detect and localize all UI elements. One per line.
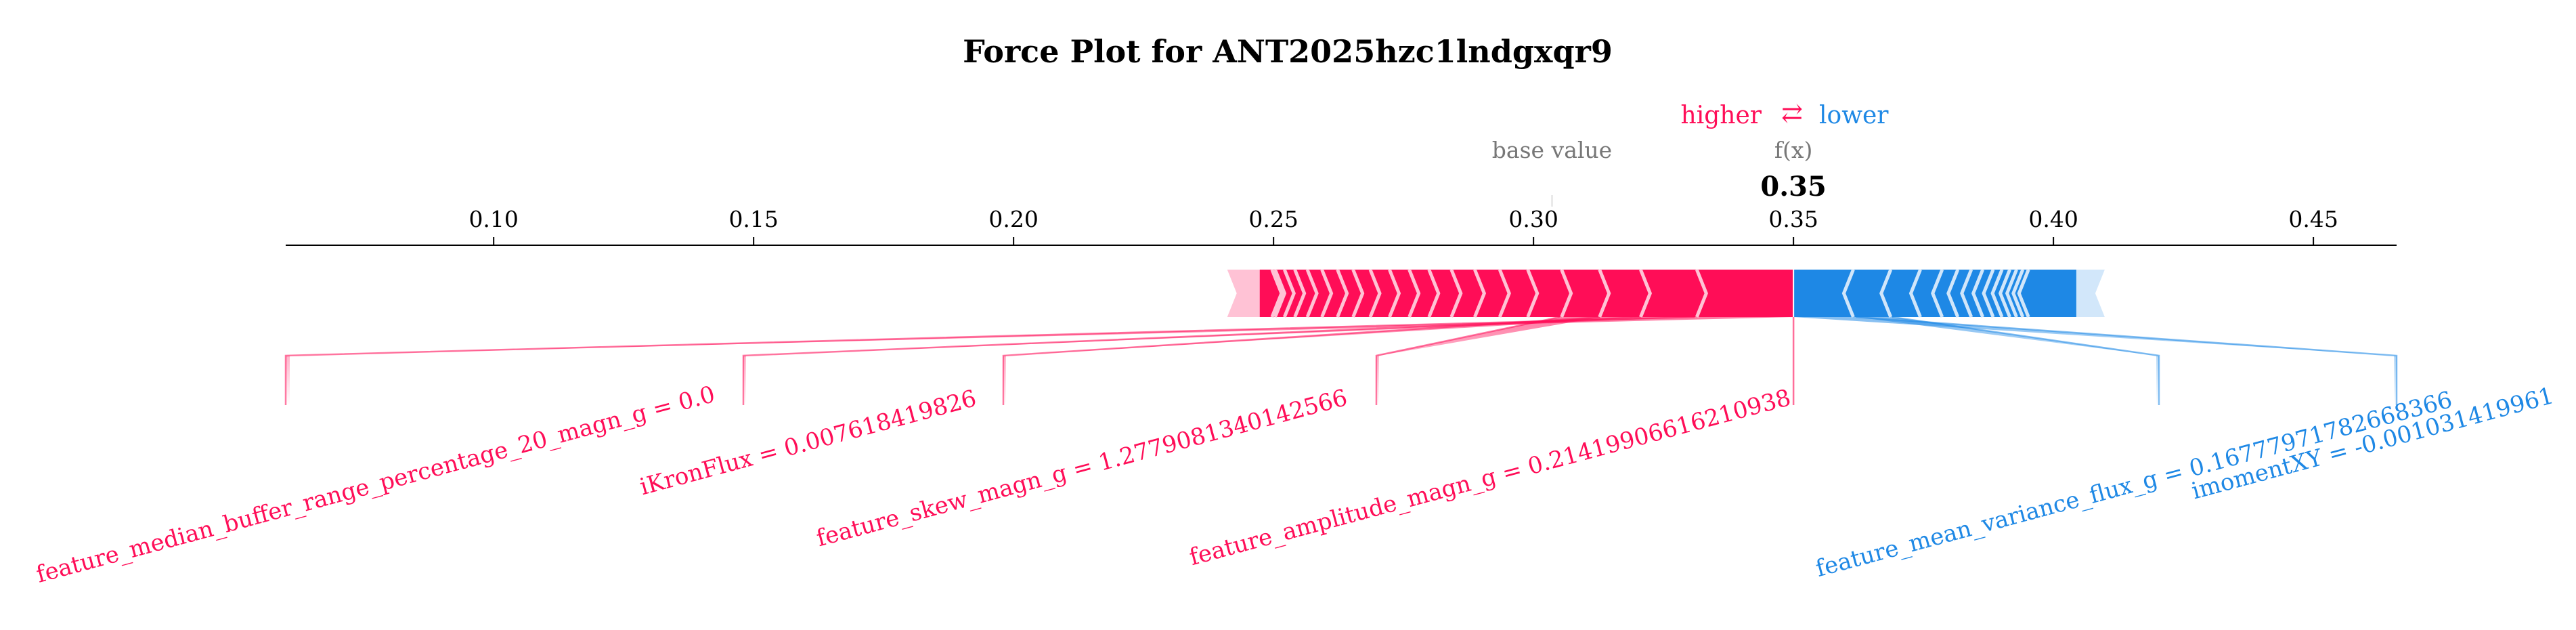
positive-bar-tail xyxy=(1227,270,1269,317)
x-tick-label-3: 0.25 xyxy=(1248,206,1298,232)
x-tick-label-2: 0.20 xyxy=(988,206,1038,232)
positive-divider-4 xyxy=(1305,269,1319,318)
legend: higher ⇄ lower xyxy=(1681,98,1890,129)
positive-divider-18 xyxy=(1639,269,1653,318)
base-value-label: base value xyxy=(1492,137,1612,163)
x-tick-label-7: 0.45 xyxy=(2288,206,2338,232)
connector-line-pos-1 xyxy=(742,316,1643,405)
positive-divider-0 xyxy=(1270,269,1284,318)
positive-divider-8 xyxy=(1368,269,1382,318)
positive-divider-15 xyxy=(1526,269,1540,318)
positive-divider-10 xyxy=(1407,269,1421,318)
positive-divider-2 xyxy=(1282,269,1296,318)
negative-divider-4 xyxy=(1946,269,1960,318)
feature-connectors xyxy=(284,316,2398,405)
connector-fill-neg-1 xyxy=(1856,317,2159,405)
positive-divider-14 xyxy=(1498,269,1511,318)
negative-divider-2 xyxy=(1908,269,1922,318)
force-bars xyxy=(1227,269,2105,318)
connector-fill-neg-0 xyxy=(1793,317,2397,405)
feature-labels: feature_median_buffer_range_percentage_2… xyxy=(33,381,2556,589)
output-label: f(x) xyxy=(1774,137,1813,163)
negative-divider-10 xyxy=(2005,269,2018,318)
connector-line-neg-0 xyxy=(1856,316,2398,405)
connector-line-pos-3 xyxy=(1375,316,1560,405)
positive-divider-12 xyxy=(1449,269,1463,318)
output-value: 0.35 xyxy=(1760,171,1826,203)
positive-divider-16 xyxy=(1560,269,1573,318)
positive-divider-6 xyxy=(1336,269,1349,318)
negative-divider-7 xyxy=(1982,269,1995,318)
connector-fill-pos-3 xyxy=(1376,317,1601,405)
positive-divider-11 xyxy=(1427,269,1441,318)
x-tick-label-5: 0.35 xyxy=(1768,206,1818,232)
x-tick-label-6: 0.40 xyxy=(2028,206,2078,232)
positive-divider-3 xyxy=(1293,269,1307,318)
legend-higher-label: higher xyxy=(1681,102,1762,129)
legend-lower-label: lower xyxy=(1819,102,1889,129)
negative-divider-8 xyxy=(1990,269,2004,318)
feature-label-pos-0: feature_median_buffer_range_percentage_2… xyxy=(33,381,718,589)
negative-divider-11 xyxy=(2011,269,2025,318)
connector-line-pos-2 xyxy=(1002,316,1602,405)
negative-divider-12 xyxy=(2017,269,2030,318)
positive-divider-17 xyxy=(1598,269,1611,318)
legend-arrow-icon: ⇄ xyxy=(1781,98,1803,128)
positive-divider-9 xyxy=(1388,269,1401,318)
negative-divider-1 xyxy=(1879,269,1893,318)
negative-divider-9 xyxy=(1998,269,2011,318)
x-tick-label-1: 0.15 xyxy=(728,206,778,232)
negative-bar xyxy=(1793,270,2076,317)
feature-label-neg-0: feature_mean_variance_flux_g = 0.1677797… xyxy=(1813,386,2455,583)
positive-divider-1 xyxy=(1273,269,1287,318)
positive-divider-7 xyxy=(1351,269,1365,318)
x-tick-label-4: 0.30 xyxy=(1508,206,1558,232)
x-tick-label-0: 0.10 xyxy=(468,206,518,232)
negative-divider-0 xyxy=(1841,269,1855,318)
connector-fill-pos-0 xyxy=(286,317,1794,405)
positive-divider-13 xyxy=(1473,269,1487,318)
x-axis: 0.10 0.15 0.20 0.25 0.30 0.35 0.40 0.45 xyxy=(286,206,2397,246)
negative-divider-6 xyxy=(1971,269,1985,318)
chart-title: Force Plot for ANT2025hzc1lndgxqr9 xyxy=(963,33,1613,70)
positive-divider-19 xyxy=(1695,269,1708,318)
positive-divider-5 xyxy=(1320,269,1334,318)
negative-divider-5 xyxy=(1960,269,1973,318)
connector-line-pos-0 xyxy=(284,316,1695,405)
negative-divider-3 xyxy=(1931,269,1944,318)
connector-line-neg-1 xyxy=(1892,316,2160,405)
